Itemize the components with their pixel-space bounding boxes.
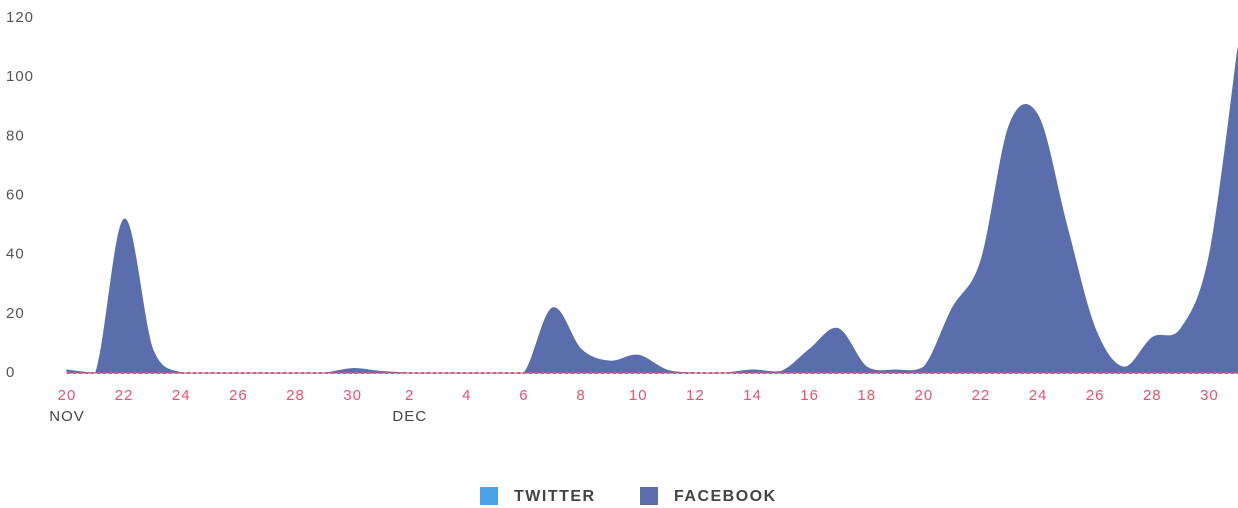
y-tick-label: 20	[6, 305, 25, 322]
x-tick-label: 2	[405, 387, 414, 404]
x-tick-label: 4	[462, 387, 471, 404]
x-tick-label: 24	[172, 387, 191, 404]
x-tick-label: 20	[58, 387, 77, 404]
legend-label: FACEBOOK	[674, 488, 777, 505]
x-tick-label: 8	[576, 387, 585, 404]
y-tick-label: 100	[6, 68, 34, 85]
x-tick-label: 30	[1200, 387, 1219, 404]
y-tick-label: 0	[6, 364, 15, 381]
y-tick-label: 60	[6, 186, 25, 203]
x-tick-label: 24	[1029, 387, 1048, 404]
legend-label: TWITTER	[514, 488, 596, 505]
x-tick-label: 30	[343, 387, 362, 404]
y-tick-label: 40	[6, 246, 25, 263]
x-tick-label: 18	[857, 387, 876, 404]
x-tick-label: 26	[229, 387, 248, 404]
x-tick-label: 28	[1143, 387, 1162, 404]
month-label: NOV	[49, 408, 85, 425]
y-tick-label: 80	[6, 127, 25, 144]
legend-swatch	[640, 487, 658, 505]
x-tick-label: 16	[800, 387, 819, 404]
month-label: DEC	[392, 408, 427, 425]
x-tick-label: 26	[1086, 387, 1105, 404]
x-tick-label: 28	[286, 387, 305, 404]
x-tick-label: 14	[743, 387, 762, 404]
x-tick-label: 10	[629, 387, 648, 404]
x-tick-label: 6	[519, 387, 528, 404]
y-tick-label: 120	[6, 9, 34, 26]
area	[66, 47, 1238, 374]
x-tick-label: 22	[972, 387, 991, 404]
x-tick-label: 12	[686, 387, 705, 404]
x-tick-label: 20	[914, 387, 933, 404]
legend-swatch	[480, 487, 498, 505]
x-tick-label: 22	[115, 387, 134, 404]
